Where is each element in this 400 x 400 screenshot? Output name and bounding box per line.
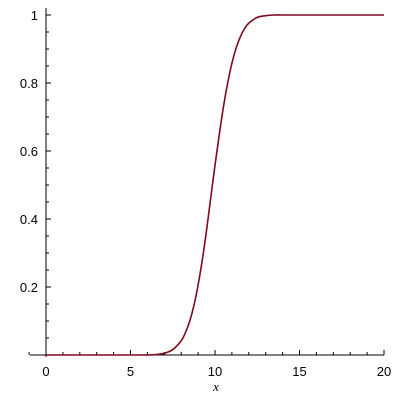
data-point xyxy=(96,354,98,356)
data-point xyxy=(206,229,208,231)
data-point xyxy=(210,197,212,199)
data-point xyxy=(273,14,275,16)
x-tick-label: 0 xyxy=(42,364,49,379)
x-tick-label: 20 xyxy=(377,364,391,379)
y-tick-label: 0.6 xyxy=(20,144,38,159)
data-point xyxy=(383,14,385,16)
data-point xyxy=(282,14,284,16)
data-point xyxy=(244,28,246,30)
data-point xyxy=(235,47,237,49)
data-point xyxy=(316,14,318,16)
y-tick-labels: 0.2 0.4 0.6 0.8 1 xyxy=(20,8,38,295)
data-point xyxy=(214,164,216,166)
data-point xyxy=(366,14,368,16)
data-point xyxy=(130,354,132,356)
data-point xyxy=(164,353,166,355)
data-point xyxy=(45,354,47,356)
data-point xyxy=(223,106,225,108)
x-tick-label: 10 xyxy=(208,364,222,379)
data-point xyxy=(62,354,64,356)
x-tick-labels: 0 5 10 15 20 xyxy=(42,364,391,379)
data-point xyxy=(193,305,195,307)
tick-marks xyxy=(28,14,385,355)
x-axis-label: x xyxy=(212,379,219,394)
data-point xyxy=(333,14,335,16)
data-point xyxy=(227,82,229,84)
x-tick-label: 15 xyxy=(292,364,306,379)
data-point xyxy=(231,62,233,64)
y-tick-label: 0.8 xyxy=(20,76,38,91)
data-point xyxy=(180,340,182,342)
data-point xyxy=(248,22,250,24)
axes xyxy=(30,8,384,357)
data-point xyxy=(349,14,351,16)
data-point xyxy=(197,284,199,286)
data-point xyxy=(299,14,301,16)
data-point xyxy=(202,259,204,261)
x-tick-label: 5 xyxy=(127,364,134,379)
data-point xyxy=(79,354,81,356)
data-point xyxy=(189,321,191,323)
data-point xyxy=(265,15,267,17)
data-point xyxy=(172,349,174,351)
data-point xyxy=(256,17,258,19)
data-point xyxy=(218,134,220,136)
y-tick-label: 0.2 xyxy=(20,280,38,295)
y-tick-label: 1 xyxy=(31,8,38,23)
data-point xyxy=(155,354,157,356)
data-point xyxy=(147,354,149,356)
data-point xyxy=(113,354,115,356)
data-point xyxy=(240,36,242,38)
y-tick-label: 0.4 xyxy=(20,212,38,227)
series-layer xyxy=(45,14,385,356)
data-point xyxy=(185,332,187,334)
series-line xyxy=(46,14,384,356)
